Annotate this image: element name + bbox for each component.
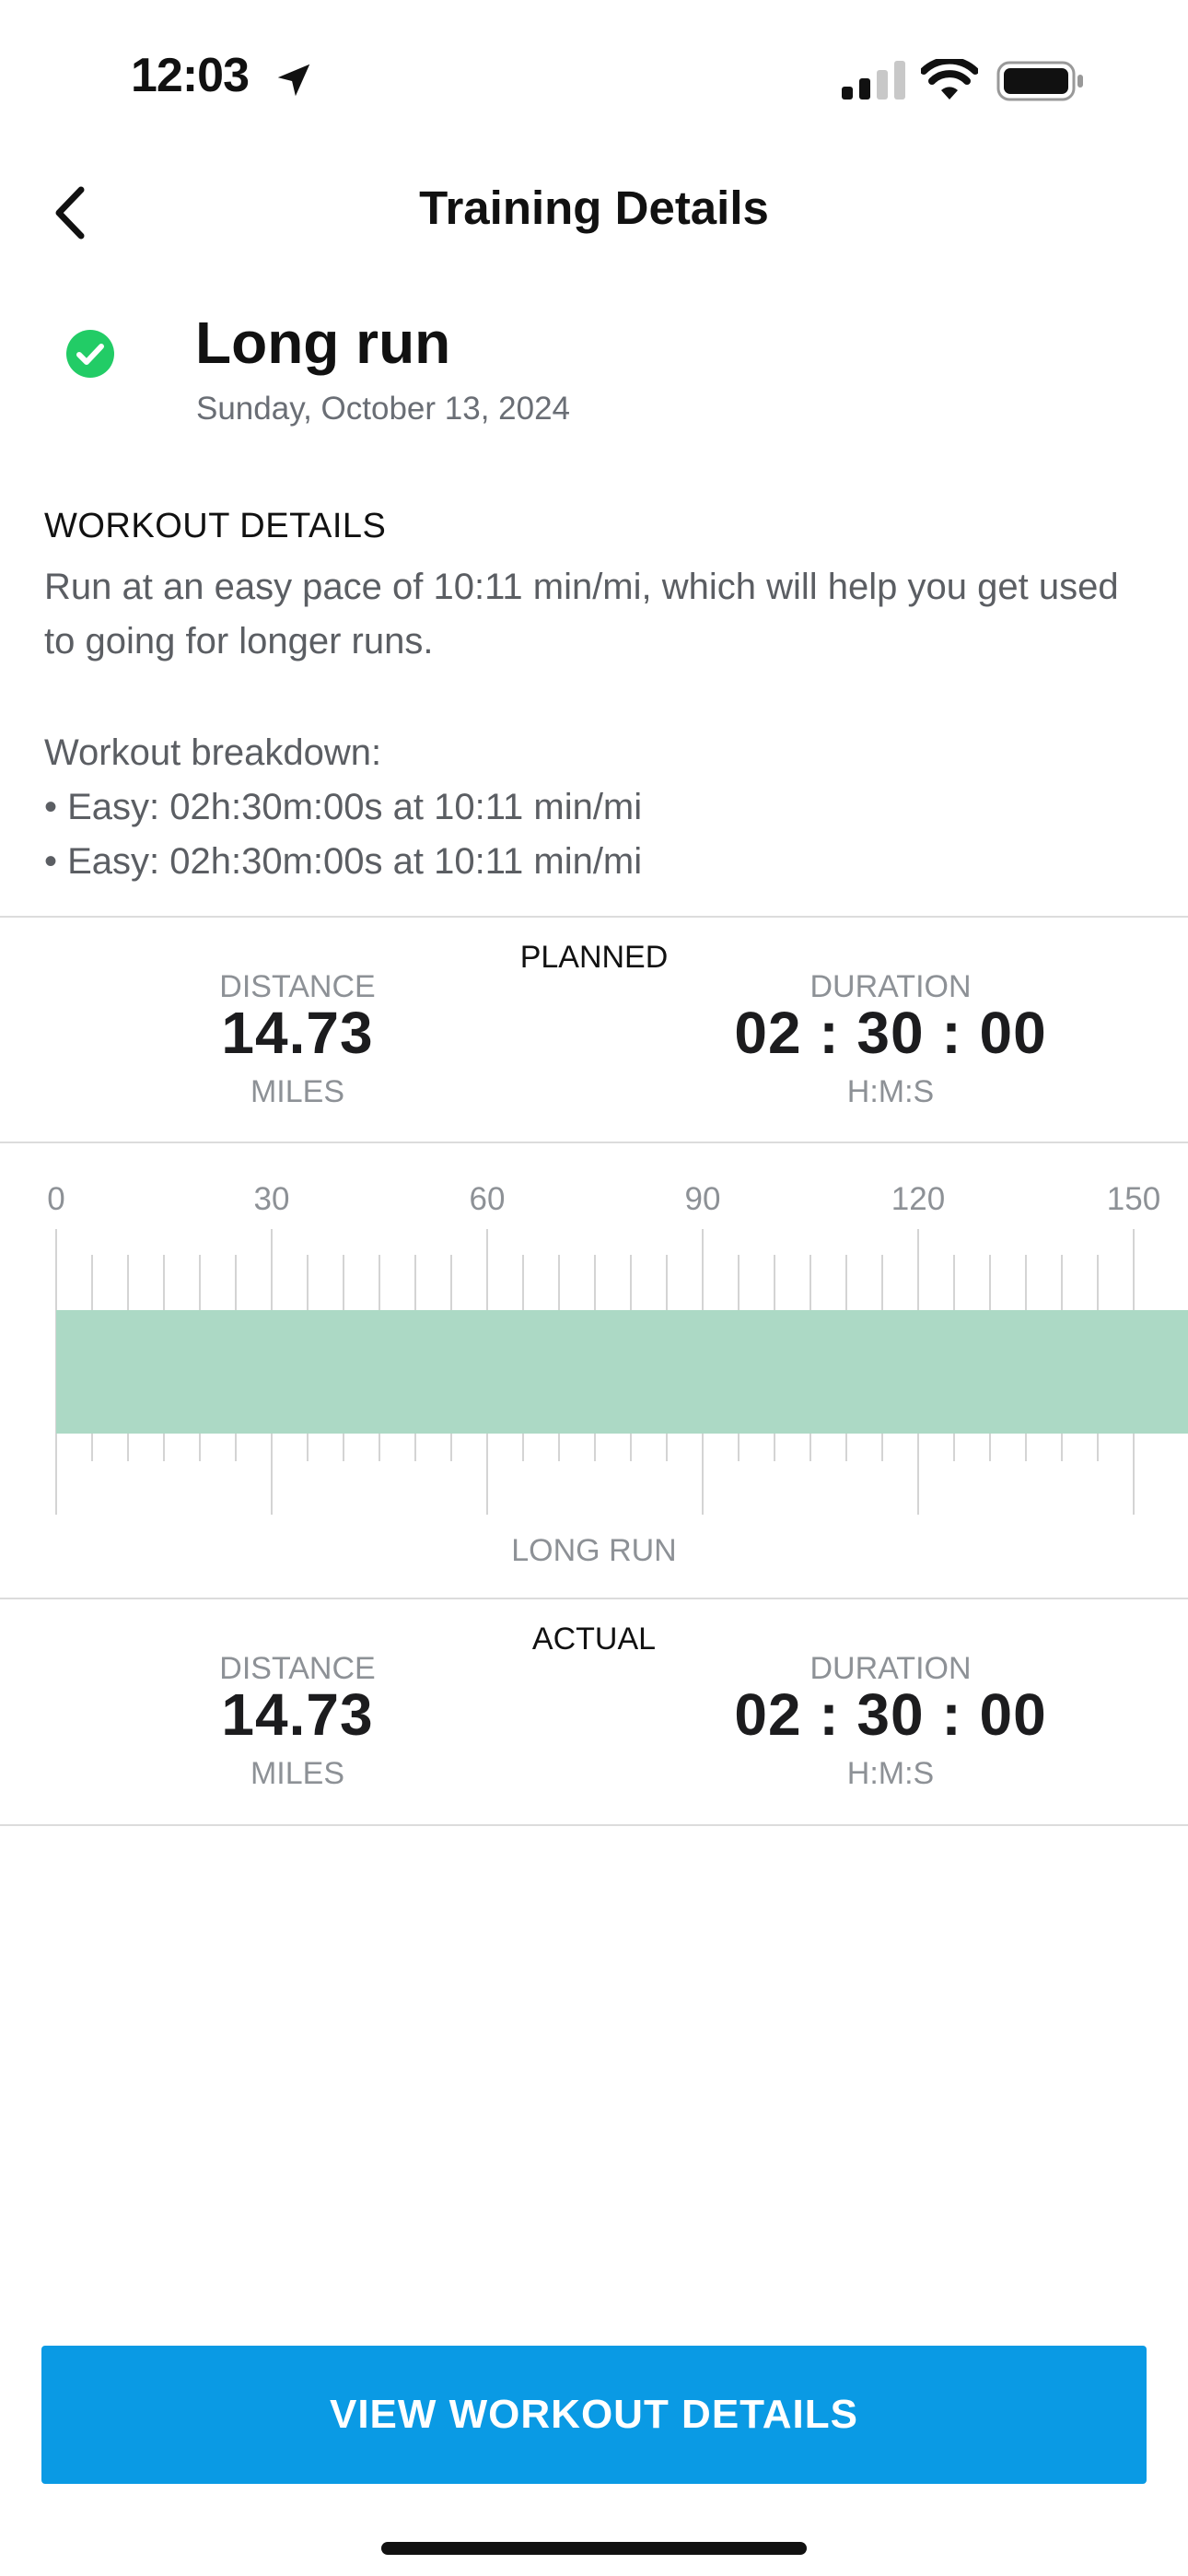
planned-distance-value: 14.73 — [221, 1000, 374, 1066]
battery-icon — [996, 61, 1083, 101]
planned-distance-label: DISTANCE — [219, 969, 376, 1004]
divider — [0, 1824, 1188, 1826]
wifi-icon — [921, 59, 978, 100]
breakdown-title: Workout breakdown: — [44, 732, 382, 773]
actual-distance-unit: MILES — [250, 1756, 345, 1791]
page-title: Training Details — [419, 181, 769, 234]
divider — [0, 916, 1188, 918]
actual-distance-label: DISTANCE — [219, 1651, 376, 1686]
completed-check-icon — [66, 330, 114, 378]
workout-breakdown: Workout breakdown: • Easy: 02h:30m:00s a… — [44, 726, 1149, 889]
breakdown-item: • Easy: 02h:30m:00s at 10:11 min/mi — [44, 787, 643, 827]
workout-description: Run at an easy pace of 10:11 min/mi, whi… — [44, 567, 1119, 662]
tick-label: 120 — [891, 1181, 946, 1217]
back-chevron-icon[interactable] — [48, 182, 94, 243]
breakdown-item: • Easy: 02h:30m:00s at 10:11 min/mi — [44, 841, 643, 882]
cellular-signal-icon — [842, 61, 905, 100]
workout-date: Sunday, October 13, 2024 — [196, 391, 571, 427]
timeline-chart — [55, 1229, 1188, 1515]
tick-label: 30 — [253, 1181, 290, 1217]
actual-duration-label: DURATION — [809, 1651, 972, 1686]
workout-title: Long run — [195, 310, 451, 376]
planned-header: PLANNED — [519, 940, 669, 975]
view-workout-details-button[interactable]: VIEW WORKOUT DETAILS — [41, 2346, 1147, 2484]
tick-label: 0 — [47, 1181, 65, 1217]
timeline-segment-label: LONG RUN — [511, 1533, 677, 1568]
planned-duration-value: 02 : 30 : 00 — [734, 1000, 1047, 1066]
actual-duration-value: 02 : 30 : 00 — [734, 1681, 1047, 1748]
home-indicator — [381, 2542, 807, 2555]
planned-distance-unit: MILES — [250, 1074, 345, 1109]
tick-label: 90 — [684, 1181, 721, 1217]
workout-details-heading: WORKOUT DETAILS — [44, 507, 387, 545]
location-arrow-icon — [277, 64, 310, 97]
divider — [0, 1598, 1188, 1599]
actual-duration-unit: H:M:S — [846, 1756, 935, 1791]
planned-duration-unit: H:M:S — [846, 1074, 935, 1109]
actual-distance-value: 14.73 — [221, 1681, 374, 1748]
planned-duration-label: DURATION — [809, 969, 972, 1004]
long-run-segment — [56, 1310, 1188, 1434]
status-time: 12:03 — [131, 49, 250, 102]
actual-header: ACTUAL — [531, 1622, 657, 1657]
divider — [0, 1142, 1188, 1143]
tick-label: 150 — [1106, 1181, 1161, 1217]
tick-label: 60 — [469, 1181, 506, 1217]
